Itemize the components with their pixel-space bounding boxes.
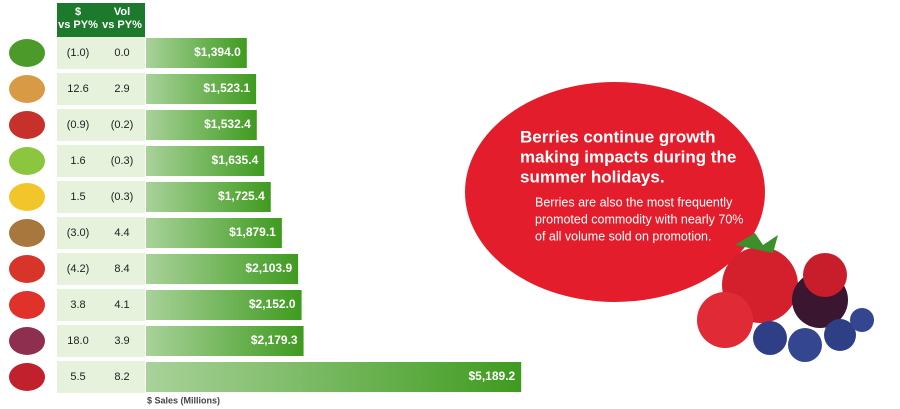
table-cell: 3.8 — [70, 299, 85, 311]
column-header: $ — [75, 6, 81, 18]
table-cell: 1.6 — [70, 155, 85, 167]
table-cell: (4.2) — [67, 263, 90, 275]
column-header: vs PY% — [58, 19, 98, 31]
column-header: Vol — [114, 6, 130, 18]
table-cell: (0.3) — [111, 155, 134, 167]
value-label: $1,523.1 — [203, 81, 250, 95]
table-row — [57, 325, 145, 357]
value-label: $1,879.1 — [229, 225, 276, 239]
produce-icon — [9, 291, 45, 319]
bar — [146, 110, 257, 140]
value-label: $1,635.4 — [212, 153, 259, 167]
callout-body: promoted commodity with nearly 70% — [535, 212, 743, 226]
table-cell: 5.5 — [70, 371, 85, 383]
bar — [146, 290, 302, 320]
table-row — [57, 217, 145, 249]
value-label: $2,152.0 — [249, 297, 296, 311]
produce-icon — [9, 39, 45, 67]
callout-bubble — [465, 82, 765, 302]
callout-title: summer holidays. — [520, 167, 665, 186]
value-label: $1,532.4 — [204, 117, 251, 131]
table-cell: 2.9 — [114, 83, 129, 95]
bar — [146, 218, 282, 248]
produce-icon — [9, 75, 45, 103]
bar — [146, 254, 299, 284]
bar — [146, 362, 522, 392]
produce-icon — [9, 111, 45, 139]
bar — [146, 326, 304, 356]
bar — [146, 182, 271, 212]
table-row — [57, 73, 145, 105]
x-axis-label: $ Sales (Millions) — [147, 395, 220, 405]
produce-icon — [9, 147, 45, 175]
bar — [146, 74, 257, 104]
value-label: $1,394.0 — [194, 45, 241, 59]
value-label: $1,725.4 — [218, 189, 265, 203]
produce-icon — [9, 255, 45, 283]
table-row — [57, 181, 145, 213]
produce-icon — [9, 219, 45, 247]
table-cell: 3.9 — [114, 335, 129, 347]
table-cell: 8.4 — [114, 263, 129, 275]
value-label: $2,103.9 — [245, 261, 292, 275]
table-cell: (0.2) — [111, 119, 134, 131]
callout-body: of all volume sold on promotion. — [535, 229, 711, 243]
table-cell: 4.4 — [114, 227, 129, 239]
table-row — [57, 109, 145, 141]
column-header: vs PY% — [102, 19, 142, 31]
table-row — [57, 37, 145, 69]
produce-icon — [9, 363, 45, 391]
value-label: $2,179.3 — [251, 333, 298, 347]
bar — [146, 146, 265, 176]
berries-image — [697, 233, 874, 362]
callout-body: Berries are also the most frequently — [535, 195, 733, 209]
table-cell: (3.0) — [67, 227, 90, 239]
table-cell: (0.9) — [67, 119, 90, 131]
table-row — [57, 289, 145, 321]
bar — [146, 38, 247, 68]
table-row — [57, 145, 145, 177]
value-label: $5,189.2 — [469, 369, 516, 383]
table-cell: 4.1 — [114, 299, 129, 311]
produce-icon — [9, 183, 45, 211]
table-header — [57, 3, 145, 37]
table-row — [57, 253, 145, 285]
table-cell: (0.3) — [111, 191, 134, 203]
table-cell: 8.2 — [114, 371, 129, 383]
table-cell: 12.6 — [67, 83, 88, 95]
table-cell: 18.0 — [67, 335, 88, 347]
table-row — [57, 361, 145, 393]
callout-title: Berries continue growth — [520, 127, 716, 146]
produce-icon — [9, 327, 45, 355]
callout-title: making impacts during the — [520, 147, 736, 166]
table-cell: 1.5 — [70, 191, 85, 203]
table-cell: (1.0) — [67, 47, 90, 59]
table-cell: 0.0 — [114, 47, 129, 59]
